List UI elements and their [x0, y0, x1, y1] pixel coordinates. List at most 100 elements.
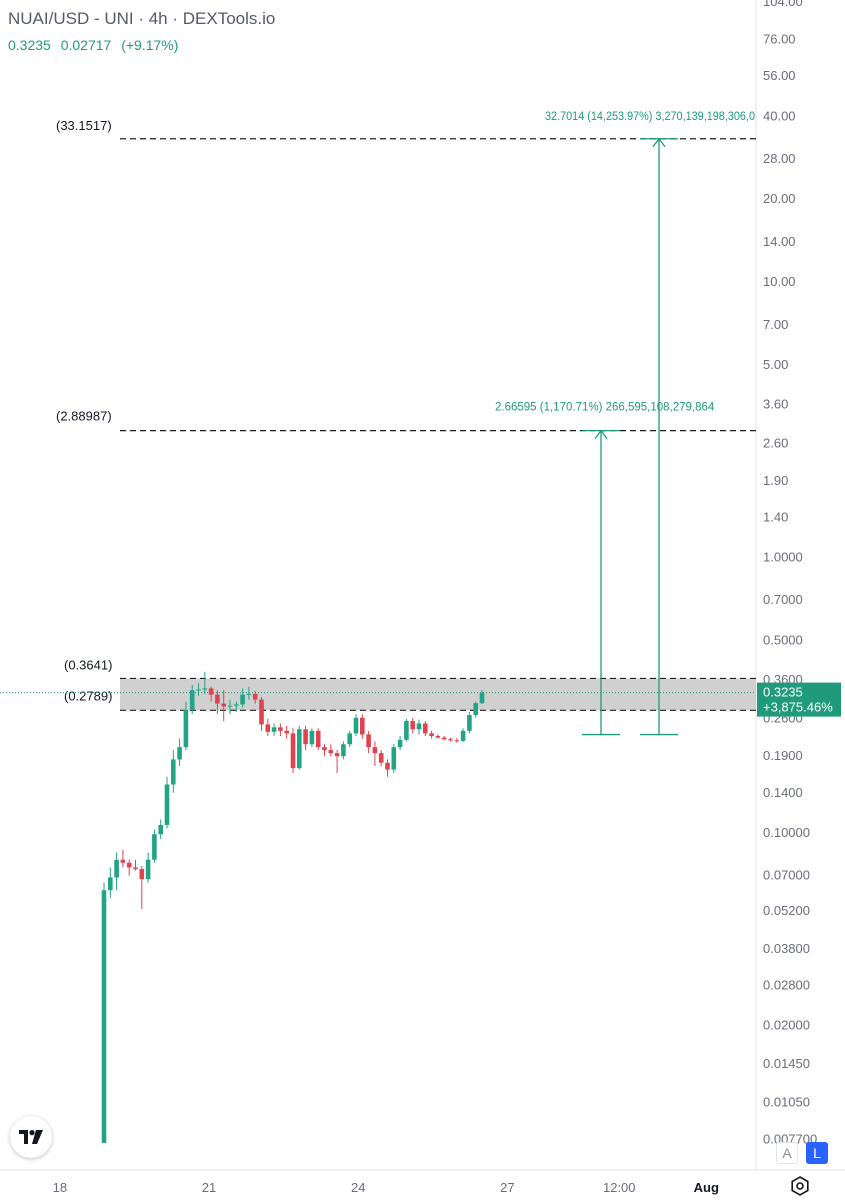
candle-body	[158, 824, 163, 835]
y-tick-label: 1.0000	[763, 550, 803, 565]
candle-body	[252, 693, 258, 700]
y-tick-label: 2.60	[763, 435, 788, 450]
candle-body	[385, 762, 390, 770]
price-change: 0.02717	[60, 37, 112, 53]
log-scale-button[interactable]: L	[806, 1142, 828, 1164]
candle-body	[271, 727, 277, 732]
last-price-tag	[757, 682, 841, 717]
x-tick-label: 21	[202, 1180, 216, 1195]
candle-body	[454, 740, 460, 742]
y-tick-label: 0.02000	[763, 1018, 810, 1033]
measure-arrowhead	[652, 137, 666, 148]
y-tick-label: 0.1900	[763, 748, 803, 763]
y-tick-label: 0.10000	[763, 825, 810, 840]
x-tick-label: 12:00	[603, 1180, 636, 1195]
candle-body	[139, 869, 145, 880]
candle-body	[108, 877, 113, 891]
level-label: (0.2789)	[64, 688, 112, 703]
candle-body	[227, 705, 233, 707]
y-tick-label: 76.00	[763, 32, 796, 47]
y-tick-label: 14.00	[763, 234, 796, 249]
level-label: (2.88987)	[56, 409, 112, 424]
x-tick-label: 27	[500, 1180, 514, 1195]
candle-body	[278, 727, 283, 731]
y-tick-label: 0.5000	[763, 632, 803, 647]
candle-body	[177, 747, 182, 760]
candle-body	[360, 717, 365, 735]
candle-body	[347, 733, 352, 745]
candle-body	[391, 747, 397, 770]
candle-body	[309, 730, 315, 745]
candle-body	[290, 733, 296, 769]
candle-body	[322, 747, 327, 751]
x-tick-label: 18	[53, 1180, 67, 1195]
candle-body	[164, 784, 170, 825]
last-price: 0.3235	[8, 37, 51, 53]
candle-body	[334, 753, 340, 757]
candle-body	[341, 744, 346, 757]
candle-body	[416, 723, 422, 730]
tradingview-logo-icon[interactable]	[10, 1116, 52, 1158]
quote-line: 0.3235 0.02717 (+9.17%)	[8, 37, 184, 53]
candle-body	[208, 688, 214, 695]
candle-body	[404, 721, 409, 740]
candle-body	[183, 709, 189, 748]
candle-body	[366, 734, 371, 748]
candle-body	[473, 703, 478, 716]
candle-body	[152, 834, 157, 860]
last-price-change: +3,875.46%	[763, 700, 833, 715]
gear-icon[interactable]	[789, 1175, 811, 1197]
candle-body	[202, 688, 208, 690]
candle-body	[265, 724, 271, 732]
y-tick-label: 7.00	[763, 317, 788, 332]
x-tick-label: Aug	[694, 1180, 719, 1195]
candle-body	[133, 867, 138, 870]
y-tick-label: 0.07000	[763, 868, 810, 883]
measure-arrowhead	[594, 429, 608, 440]
candle-body	[479, 692, 485, 704]
y-tick-label: 20.00	[763, 191, 796, 206]
candle-body	[460, 730, 466, 741]
y-tick-label: 104.00	[763, 0, 803, 9]
candle-body	[145, 859, 151, 880]
candle-body	[126, 862, 132, 868]
y-tick-label: 28.00	[763, 151, 796, 166]
candle-body	[372, 747, 378, 754]
candle-body	[353, 717, 359, 734]
candle-body	[284, 730, 289, 734]
candle-body	[315, 730, 321, 748]
candle-body	[423, 723, 428, 734]
level-label: (33.1517)	[56, 118, 112, 133]
x-tick-label: 24	[351, 1180, 365, 1195]
candle-body	[297, 729, 302, 769]
candle-body	[171, 759, 176, 785]
level-label: (0.3641)	[64, 657, 112, 672]
candle-body	[441, 737, 447, 740]
y-tick-label: 3.60	[763, 396, 788, 411]
y-tick-label: 10.00	[763, 274, 796, 289]
y-tick-label: 0.01050	[763, 1095, 810, 1110]
chart-title: NUAI/USD - UNI · 4h · DEXTools.io	[8, 9, 276, 28]
candle-body	[303, 729, 308, 745]
candle-body	[467, 715, 472, 731]
measure-label: 2.66595 (1,170.71%) 266,595,108,279,864	[495, 402, 715, 414]
last-price-label: 0.3235	[763, 685, 803, 700]
auto-scale-button[interactable]: A	[776, 1142, 798, 1164]
measure-label: 32.7014 (14,253.97%) 3,270,139,198,306,0	[545, 111, 755, 123]
candle-body	[259, 699, 264, 725]
candle-body	[328, 750, 334, 754]
candle-body	[429, 733, 434, 737]
y-tick-label: 56.00	[763, 68, 796, 83]
candle-body	[221, 703, 226, 707]
candle-body	[189, 690, 195, 710]
candle-body	[114, 859, 119, 878]
resistance-zone	[120, 678, 756, 711]
candle-body	[378, 753, 384, 763]
y-tick-label: 0.01450	[763, 1056, 810, 1071]
candle-body	[397, 739, 403, 748]
y-tick-label: 1.90	[763, 473, 788, 488]
candle-body	[101, 890, 107, 1143]
y-tick-label: 0.05200	[763, 903, 810, 918]
candle-body	[240, 694, 245, 705]
